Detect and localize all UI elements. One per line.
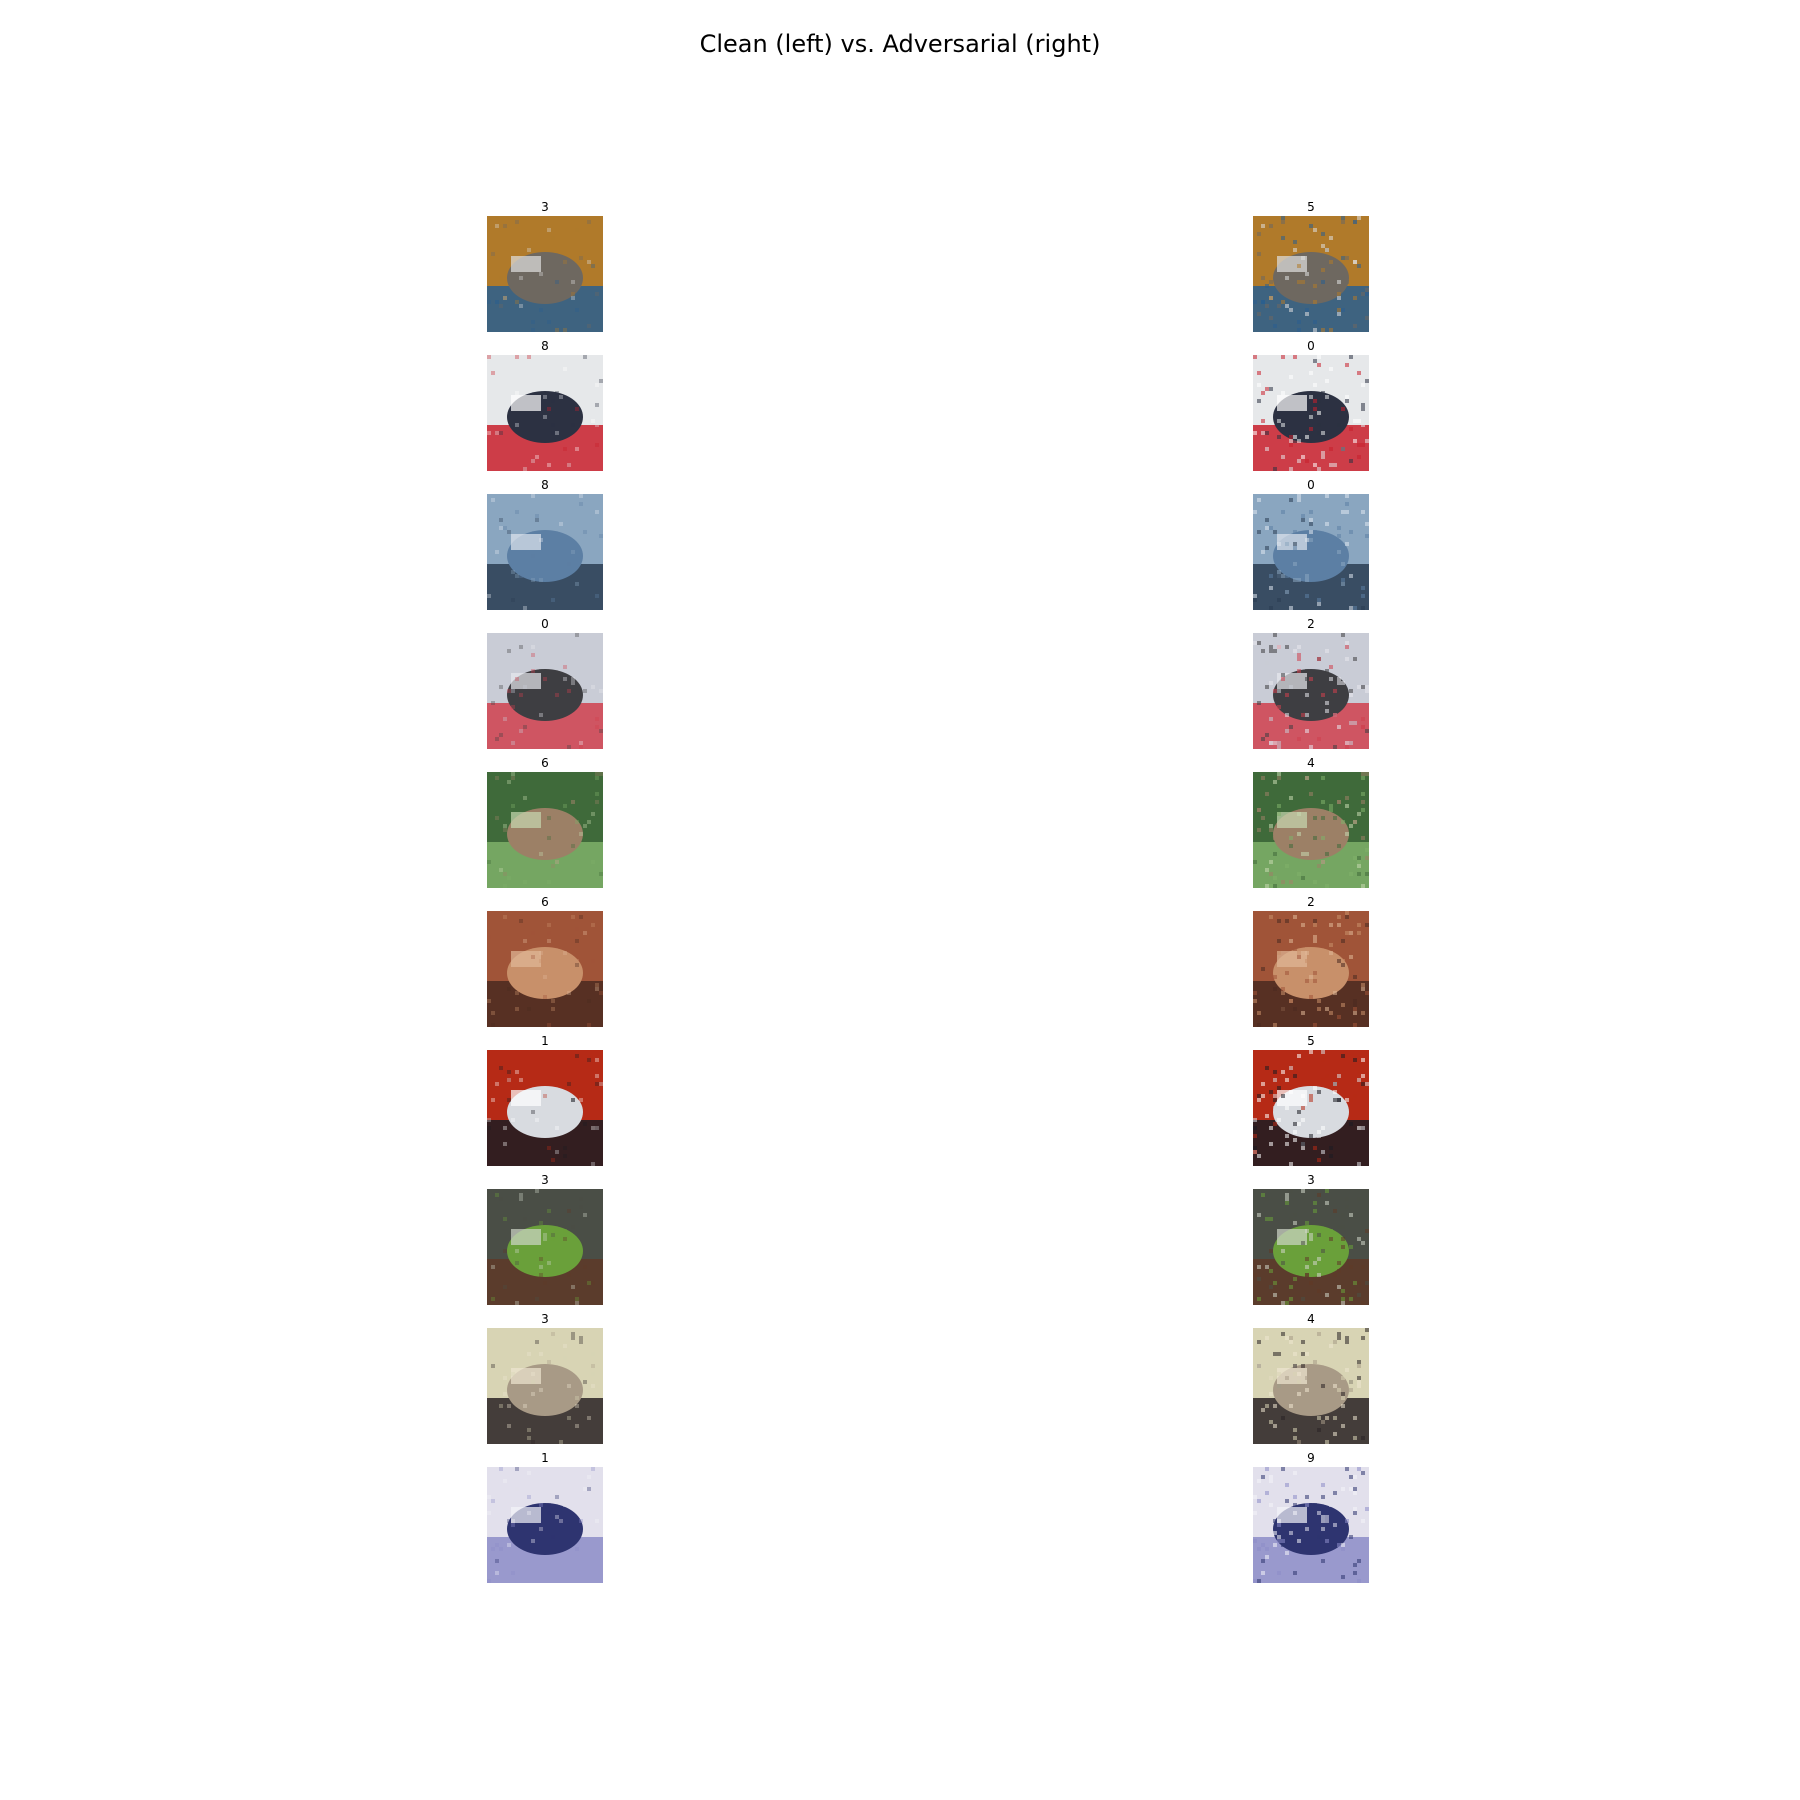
clean-image-cell: 6 [487,895,603,1027]
clean-image [487,494,603,610]
thumbnail-frog-on-dirt [1253,911,1369,1027]
clean-label: 3 [541,1312,549,1326]
adversarial-image [1253,911,1369,1027]
thumbnail-blue-truck [487,1467,603,1583]
clean-image [487,911,603,1027]
clean-label: 8 [541,478,549,492]
thumbnail-ship-in-harbor [1253,494,1369,610]
thumbnail-frog-on-dirt [487,911,603,1027]
clean-label: 3 [541,200,549,214]
thumbnail-cat [487,1328,603,1444]
thumbnail-ship [487,355,603,471]
thumbnail-frog-in-grass [487,772,603,888]
clean-image [487,1328,603,1444]
thumbnail-cat-on-blanket [1253,216,1369,332]
adversarial-image-cell: 5 [1253,200,1369,332]
adversarial-image [1253,633,1369,749]
adversarial-image-cell: 2 [1253,617,1369,749]
clean-image [487,633,603,749]
clean-image-cell: 3 [487,1312,603,1444]
adversarial-label: 0 [1307,339,1315,353]
clean-label: 3 [541,1173,549,1187]
adversarial-image [1253,216,1369,332]
thumbnail-blue-truck [1253,1467,1369,1583]
adversarial-image [1253,1328,1369,1444]
adversarial-label: 5 [1307,1034,1315,1048]
clean-image-cell: 8 [487,339,603,471]
thumbnail-cat-on-blanket [487,216,603,332]
clean-label: 1 [541,1034,549,1048]
thumbnail-frog-in-grass [1253,772,1369,888]
clean-image [487,1189,603,1305]
adversarial-image [1253,1189,1369,1305]
adversarial-image-cell: 2 [1253,895,1369,1027]
clean-image-cell: 6 [487,756,603,888]
thumbnail-ship [1253,355,1369,471]
adversarial-image-cell: 4 [1253,756,1369,888]
adversarial-image-cell: 9 [1253,1451,1369,1583]
adversarial-image-cell: 4 [1253,1312,1369,1444]
clean-image [487,355,603,471]
clean-image-cell: 8 [487,478,603,610]
adversarial-label: 4 [1307,756,1315,770]
adversarial-label: 0 [1307,478,1315,492]
adversarial-label: 5 [1307,200,1315,214]
clean-image [487,1467,603,1583]
clean-image-cell: 0 [487,617,603,749]
adversarial-image-cell: 3 [1253,1173,1369,1305]
thumbnail-ship-in-harbor [487,494,603,610]
adversarial-label: 2 [1307,895,1315,909]
clean-image [487,1050,603,1166]
clean-image-cell: 3 [487,1173,603,1305]
clean-image [487,216,603,332]
clean-label: 0 [541,617,549,631]
clean-image-cell: 1 [487,1034,603,1166]
clean-image-cell: 1 [487,1451,603,1583]
thumbnail-green-frog [487,1189,603,1305]
thumbnail-airplane-on-poster [1253,633,1369,749]
clean-image-cell: 3 [487,200,603,332]
thumbnail-cat [1253,1328,1369,1444]
figure-title: Clean (left) vs. Adversarial (right) [699,30,1101,58]
thumbnail-white-car [1253,1050,1369,1166]
adversarial-image [1253,355,1369,471]
adversarial-label: 3 [1307,1173,1315,1187]
adversarial-image [1253,1050,1369,1166]
clean-label: 8 [541,339,549,353]
adversarial-image-cell: 5 [1253,1034,1369,1166]
adversarial-label: 2 [1307,617,1315,631]
adversarial-label: 9 [1307,1451,1315,1465]
adversarial-image [1253,772,1369,888]
clean-image [487,772,603,888]
thumbnail-airplane-on-poster [487,633,603,749]
clean-label: 6 [541,756,549,770]
adversarial-image-cell: 0 [1253,339,1369,471]
adversarial-image [1253,494,1369,610]
thumbnail-green-frog [1253,1189,1369,1305]
clean-label: 1 [541,1451,549,1465]
adversarial-image [1253,1467,1369,1583]
adversarial-image-cell: 0 [1253,478,1369,610]
thumbnail-white-car [487,1050,603,1166]
adversarial-label: 4 [1307,1312,1315,1326]
clean-label: 6 [541,895,549,909]
